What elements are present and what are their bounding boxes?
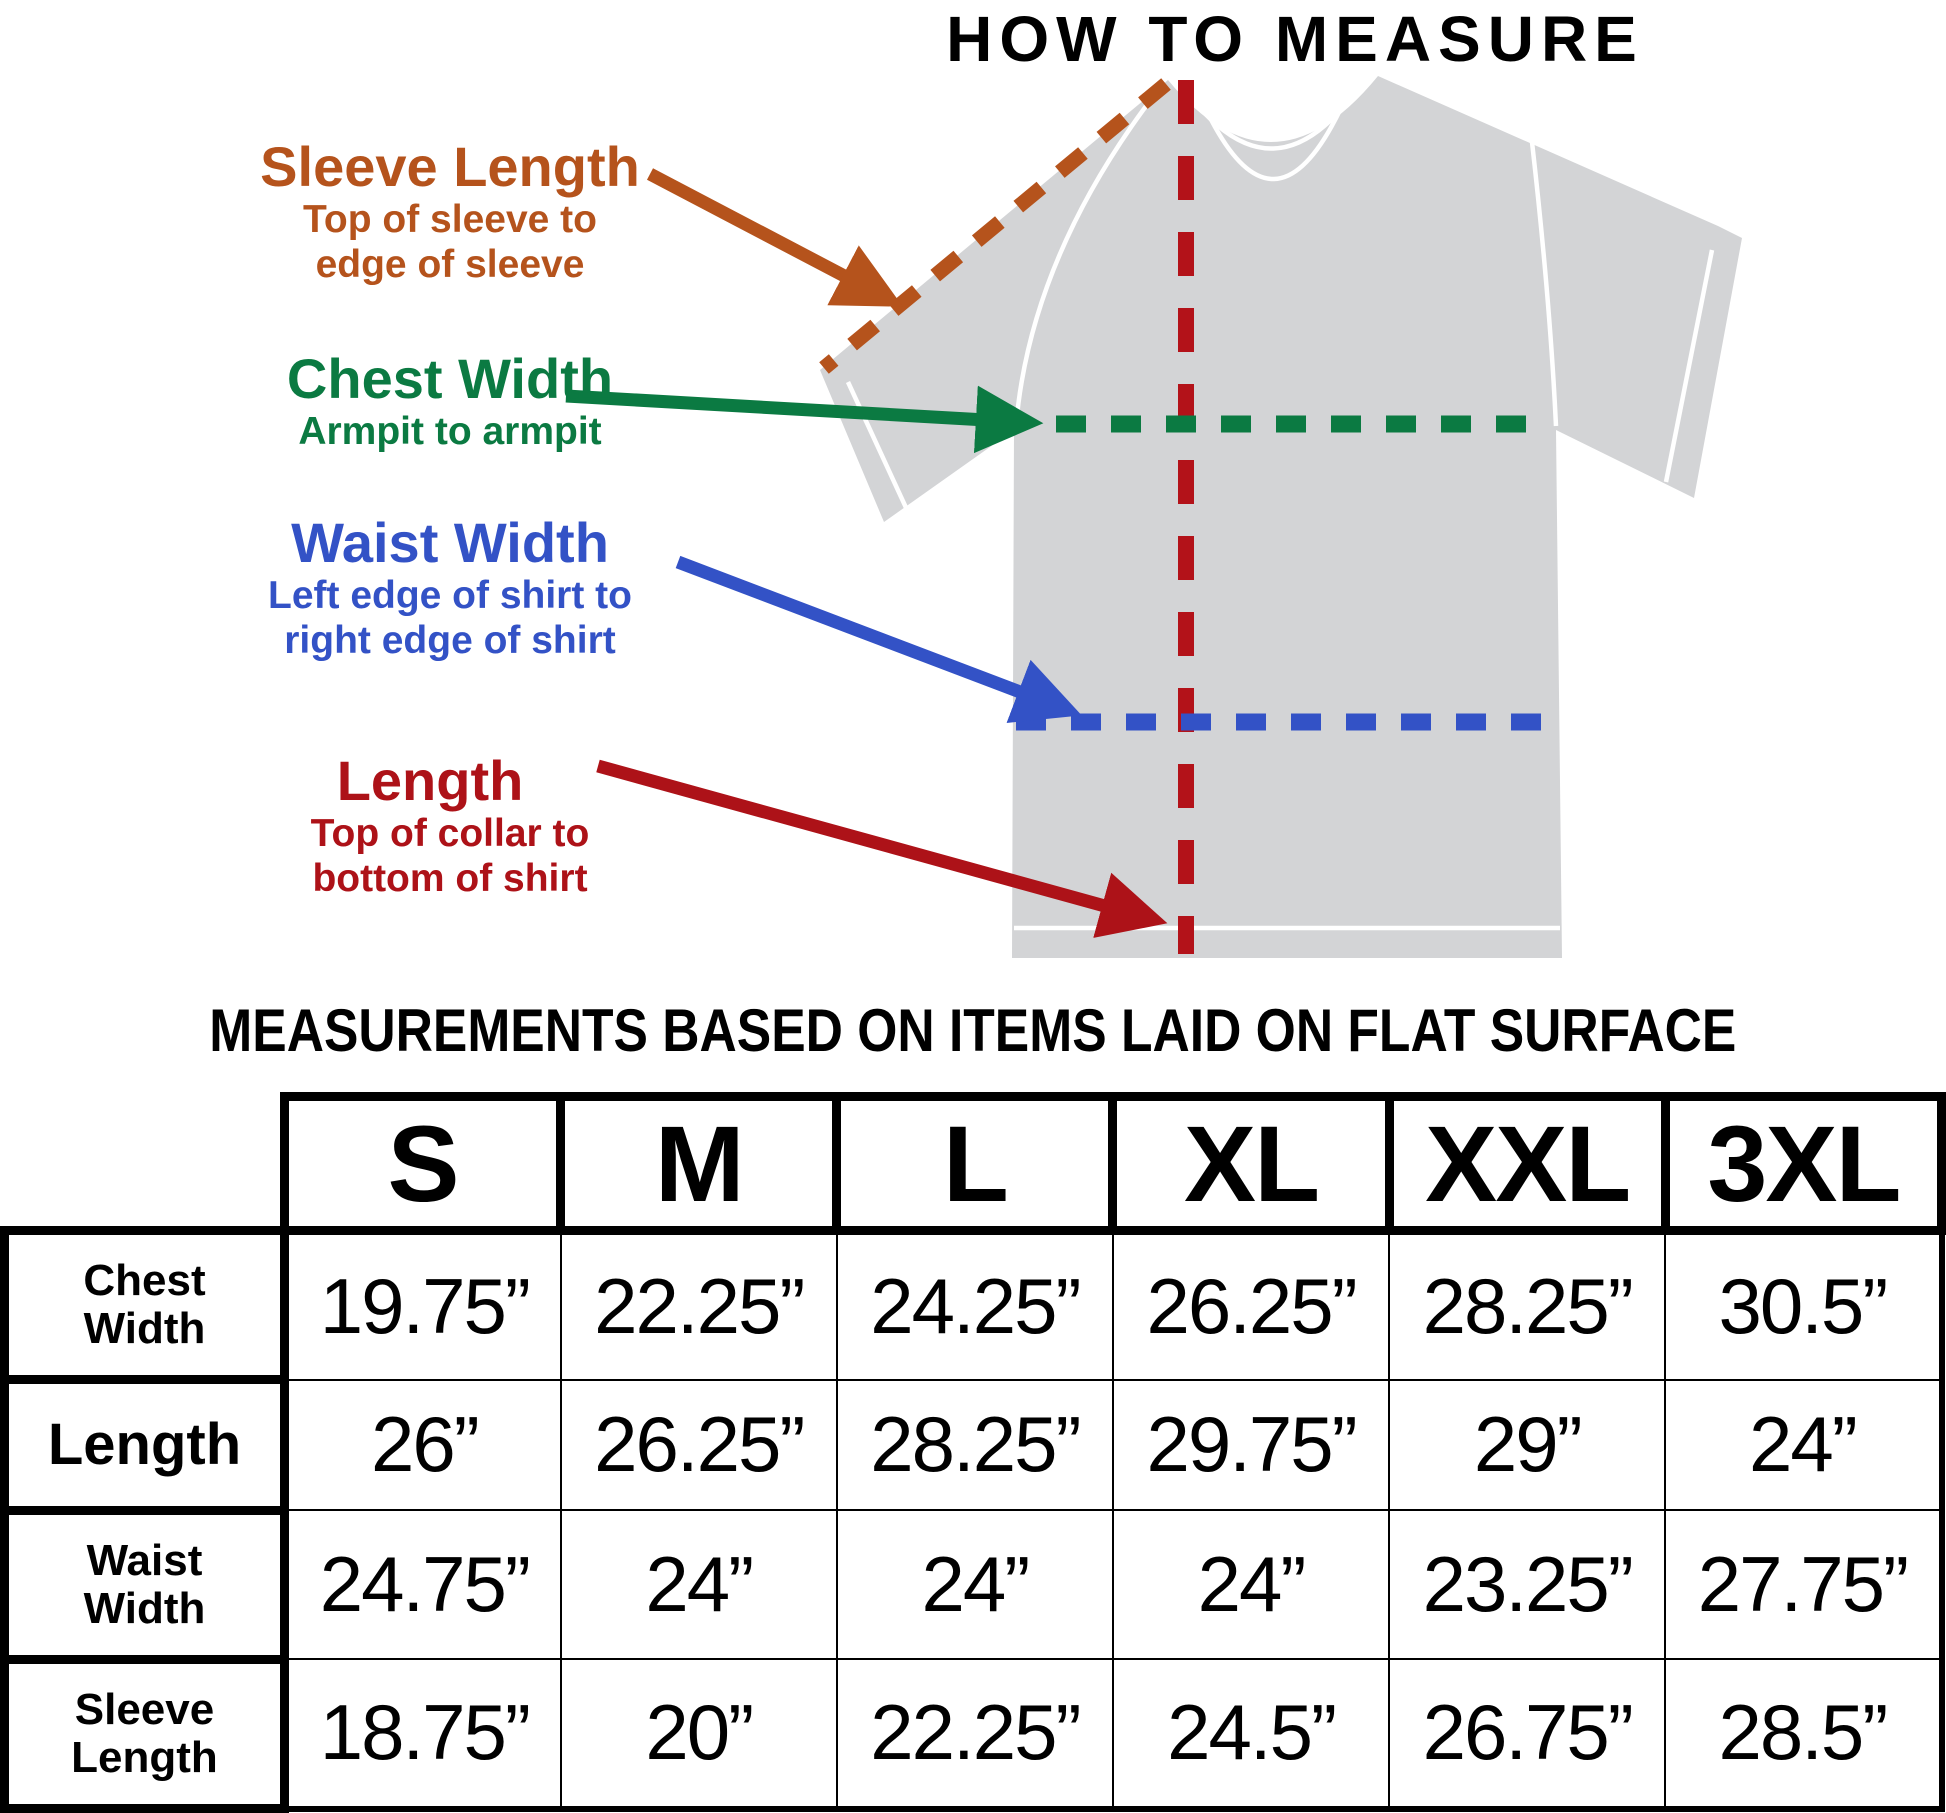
- length-s: 26”: [283, 1378, 562, 1512]
- length-desc-line2: bottom of shirt: [312, 857, 588, 901]
- sleeve-length-desc-line1: Top of sleeve to: [303, 197, 597, 241]
- chest-width-m: 22.25”: [559, 1229, 838, 1381]
- tshirt-measure-diagram: [565, 76, 1742, 958]
- table-row-length: Length 26” 26.25” 28.25” 29.75” 29” 24”: [0, 1375, 1943, 1515]
- waist-width-3xl: 27.75”: [1664, 1509, 1943, 1661]
- sleeve-length-3xl: 28.5”: [1664, 1658, 1943, 1810]
- length-label: Length: [336, 749, 524, 812]
- length-l: 28.25”: [835, 1378, 1114, 1512]
- chest-width-annotation: Chest Width Armpit to armpit: [140, 347, 760, 454]
- waist-width-m: 24”: [559, 1509, 838, 1661]
- size-col-header-s: S: [279, 1092, 566, 1235]
- length-arrow: [596, 759, 1168, 938]
- chest-width-3xl: 30.5”: [1664, 1229, 1943, 1381]
- waist-width-annotation: Waist Width Left edge of shirt to right …: [140, 511, 760, 664]
- size-col-header-xxl: XXL: [1384, 1092, 1670, 1235]
- table-row-chest-width: Chest Width 19.75” 22.25” 24.25” 26.25” …: [0, 1226, 1943, 1384]
- row-header-waist-width: Waist Width: [0, 1505, 289, 1664]
- chest-width-arrow: [565, 385, 1044, 454]
- chest-width-label: Chest Width: [286, 347, 614, 410]
- length-3xl: 24”: [1664, 1378, 1943, 1512]
- sleeve-length-label: Sleeve Length: [260, 135, 640, 198]
- waist-width-arrow: [675, 555, 1082, 723]
- corner-empty-cell: [5, 1097, 285, 1231]
- chest-width-l: 24.25”: [835, 1229, 1114, 1381]
- sleeve-length-s: 18.75”: [283, 1658, 562, 1810]
- size-col-header-xl: XL: [1108, 1092, 1394, 1235]
- size-col-header-m: M: [556, 1092, 842, 1235]
- sleeve-length-xxl: 26.75”: [1388, 1658, 1667, 1810]
- waist-width-desc-line2: right edge of shirt: [284, 619, 616, 663]
- sleeve-length-arrow: [646, 168, 903, 307]
- length-xl: 29.75”: [1111, 1378, 1391, 1512]
- right-sleeve-seam: [1529, 141, 1559, 427]
- waist-width-l: 24”: [835, 1509, 1114, 1661]
- length-annotation: Length Top of collar to bottom of shirt: [140, 749, 760, 902]
- measurement-lines: [819, 78, 1560, 954]
- sleeve-length-dashed-line: [819, 78, 1171, 374]
- waist-width-xl: 24”: [1111, 1509, 1391, 1661]
- chest-width-xl: 26.25”: [1111, 1229, 1391, 1381]
- size-col-header-l: L: [832, 1092, 1118, 1235]
- tshirt-graphic: [820, 76, 1742, 958]
- size-col-header-3xl: 3XL: [1660, 1092, 1946, 1235]
- pointer-arrows: [565, 168, 1168, 938]
- left-sleeve-seam: [1013, 96, 1154, 427]
- sleeve-length-desc-line2: edge of sleeve: [315, 243, 585, 287]
- waist-width-desc-line1: Left edge of shirt to: [268, 573, 632, 617]
- waist-width-xxl: 23.25”: [1388, 1509, 1667, 1661]
- row-header-chest-width: Chest Width: [0, 1226, 289, 1384]
- tshirt-body: [820, 76, 1742, 958]
- chest-width-desc-line1: Armpit to armpit: [298, 409, 602, 453]
- page-title: HOW TO MEASURE: [946, 3, 1644, 75]
- length-desc-line1: Top of collar to: [310, 811, 590, 855]
- size-header-row: S M L XL XXL 3XL: [5, 1092, 1946, 1235]
- collar-inner-seam: [1195, 87, 1353, 182]
- sleeve-length-m: 20”: [559, 1658, 838, 1810]
- waist-width-label: Waist Width: [291, 511, 609, 574]
- waist-width-s: 24.75”: [283, 1509, 562, 1661]
- length-m: 26.25”: [559, 1378, 838, 1512]
- row-header-length: Length: [0, 1375, 289, 1515]
- left-cuff-seam: [845, 381, 911, 513]
- table-caption-text: MEASUREMENTS BASED ON ITEMS LAID ON FLAT…: [209, 997, 1737, 1064]
- sleeve-length-l: 22.25”: [835, 1658, 1114, 1810]
- table-row-waist-width: Waist Width 24.75” 24” 24” 24” 23.25” 27…: [0, 1505, 1943, 1664]
- size-measurement-table: S M L XL XXL 3XL Chest Width 19.75” 22.2…: [0, 1092, 1946, 1813]
- right-cuff-seam: [1663, 249, 1715, 483]
- chest-width-xxl: 28.25”: [1388, 1229, 1667, 1381]
- sleeve-length-annotation: Sleeve Length Top of sleeve to edge of s…: [140, 135, 760, 288]
- table-row-sleeve-length: Sleeve Length 18.75” 20” 22.25” 24.5” 26…: [0, 1654, 1943, 1813]
- length-xxl: 29”: [1388, 1378, 1667, 1512]
- chest-width-s: 19.75”: [283, 1229, 562, 1381]
- row-header-sleeve-length: Sleeve Length: [0, 1654, 289, 1813]
- table-caption: MEASUREMENTS BASED ON ITEMS LAID ON FLAT…: [0, 996, 1946, 1065]
- sleeve-length-xl: 24.5”: [1111, 1658, 1391, 1810]
